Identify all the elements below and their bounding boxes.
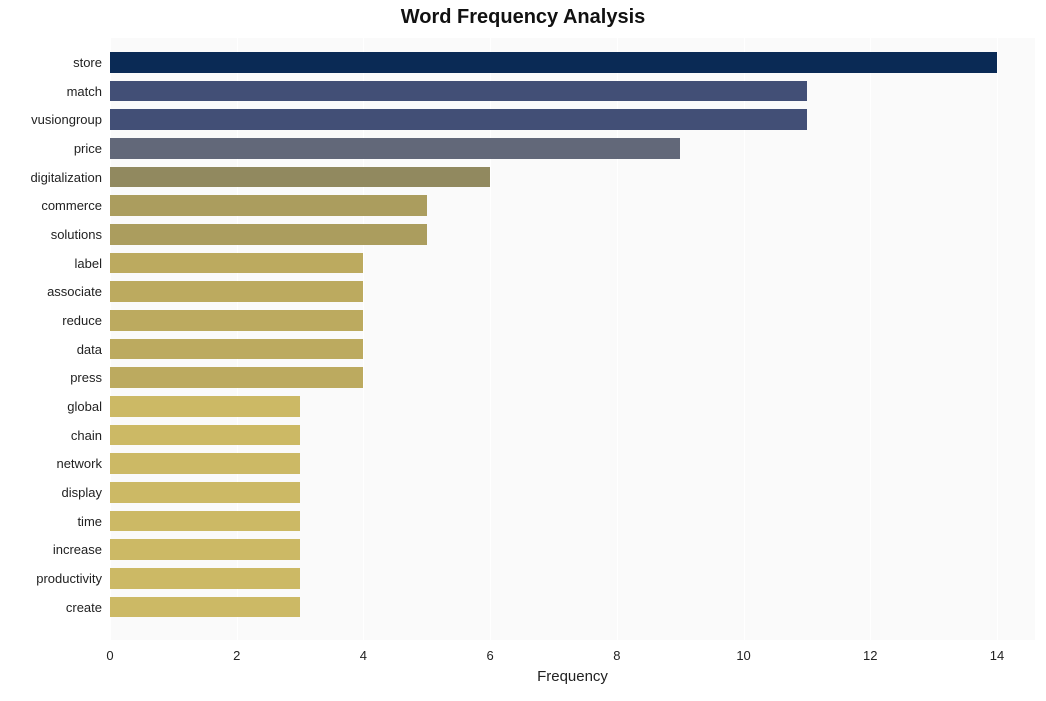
bar: [110, 224, 427, 245]
bar: [110, 568, 300, 589]
bar: [110, 539, 300, 560]
bar: [110, 367, 363, 388]
y-tick-label: create: [66, 597, 110, 618]
bar: [110, 81, 807, 102]
x-tick-label: 0: [106, 648, 113, 663]
y-tick-label: reduce: [62, 310, 110, 331]
y-tick-label: increase: [53, 539, 110, 560]
x-tick-label: 2: [233, 648, 240, 663]
bar: [110, 195, 427, 216]
y-tick-label: display: [62, 482, 110, 503]
grid-line: [997, 38, 998, 640]
bar: [110, 425, 300, 446]
x-axis-label: Frequency: [110, 668, 1035, 685]
y-tick-label: solutions: [51, 224, 110, 245]
x-tick-label: 8: [613, 648, 620, 663]
plot-area: 02468101214storematchvusiongrouppricedig…: [110, 38, 1035, 640]
bar: [110, 138, 680, 159]
y-tick-label: chain: [71, 425, 110, 446]
x-tick-label: 12: [863, 648, 877, 663]
y-tick-label: press: [70, 367, 110, 388]
y-tick-label: digitalization: [30, 167, 110, 188]
y-tick-label: match: [67, 81, 110, 102]
y-tick-label: productivity: [36, 568, 110, 589]
x-tick-label: 6: [487, 648, 494, 663]
bar: [110, 482, 300, 503]
bar: [110, 339, 363, 360]
y-tick-label: label: [75, 253, 110, 274]
y-tick-label: data: [77, 339, 110, 360]
bar: [110, 167, 490, 188]
y-tick-label: associate: [47, 281, 110, 302]
bar: [110, 597, 300, 618]
x-tick-label: 4: [360, 648, 367, 663]
y-tick-label: global: [67, 396, 110, 417]
y-tick-label: time: [77, 511, 110, 532]
x-tick-label: 14: [990, 648, 1004, 663]
bar: [110, 310, 363, 331]
grid-line: [870, 38, 871, 640]
x-tick-label: 10: [736, 648, 750, 663]
y-tick-label: vusiongroup: [31, 109, 110, 130]
bar: [110, 281, 363, 302]
bar: [110, 453, 300, 474]
y-tick-label: price: [74, 138, 110, 159]
bar: [110, 253, 363, 274]
y-tick-label: store: [73, 52, 110, 73]
y-tick-label: network: [56, 453, 110, 474]
bar: [110, 52, 997, 73]
bar: [110, 109, 807, 130]
y-tick-label: commerce: [41, 195, 110, 216]
chart-container: Word Frequency Analysis 02468101214store…: [0, 0, 1046, 701]
chart-title: Word Frequency Analysis: [0, 6, 1046, 29]
bar: [110, 511, 300, 532]
bar: [110, 396, 300, 417]
